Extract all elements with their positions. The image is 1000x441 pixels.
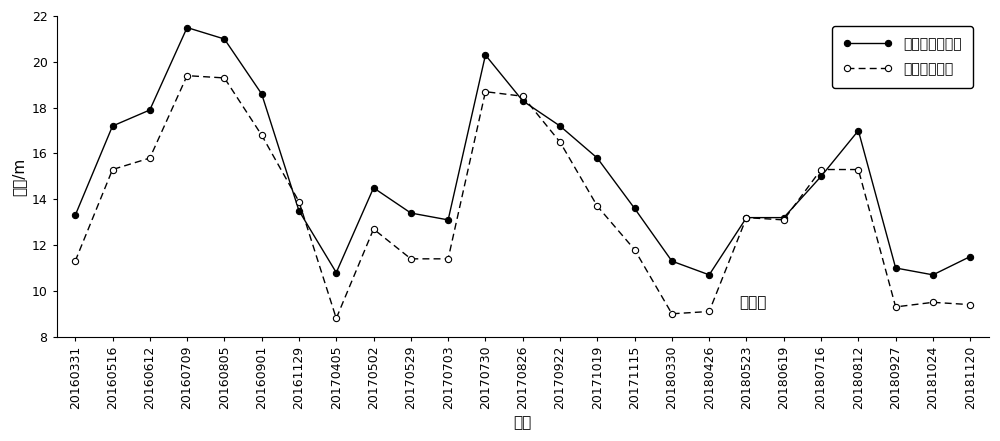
星子站实测水位 <box>144 107 156 112</box>
星子站实测水位 <box>107 123 119 129</box>
星子站实测水位 <box>927 272 939 277</box>
星子站实测水位 <box>442 217 454 223</box>
卫星观测水位 <box>293 199 305 204</box>
卫星观测水位 <box>666 311 678 317</box>
卫星观测水位 <box>330 316 342 321</box>
星子站实测水位 <box>479 52 491 58</box>
卫星观测水位 <box>890 304 902 310</box>
星子站实测水位 <box>218 36 230 41</box>
星子站实测水位 <box>517 98 529 104</box>
卫星观测水位 <box>554 139 566 145</box>
X-axis label: 日期: 日期 <box>514 415 532 430</box>
卫星观测水位 <box>405 256 417 262</box>
卫星观测水位 <box>591 203 603 209</box>
卫星观测水位 <box>256 133 268 138</box>
Line: 卫星观测水位: 卫星观测水位 <box>72 72 973 321</box>
星子站实测水位 <box>815 174 827 179</box>
Line: 星子站实测水位: 星子站实测水位 <box>72 24 973 278</box>
星子站实测水位 <box>964 254 976 259</box>
卫星观测水位 <box>815 167 827 172</box>
卫星观测水位 <box>778 217 790 223</box>
卫星观测水位 <box>964 302 976 307</box>
星子站实测水位 <box>181 25 193 30</box>
Legend: 星子站实测水位, 卫星观测水位: 星子站实测水位, 卫星观测水位 <box>832 26 973 88</box>
卫星观测水位 <box>218 75 230 81</box>
卫星观测水位 <box>107 167 119 172</box>
卫星观测水位 <box>442 256 454 262</box>
Text: 鄂阳湖: 鄂阳湖 <box>739 295 766 310</box>
卫星观测水位 <box>368 226 380 232</box>
Y-axis label: 水位/m: 水位/m <box>11 157 26 195</box>
星子站实测水位 <box>256 91 268 97</box>
卫星观测水位 <box>629 247 641 252</box>
卫星观测水位 <box>144 155 156 161</box>
星子站实测水位 <box>293 208 305 213</box>
卫星观测水位 <box>479 89 491 94</box>
卫星观测水位 <box>69 258 81 264</box>
星子站实测水位 <box>778 215 790 220</box>
卫星观测水位 <box>927 300 939 305</box>
星子站实测水位 <box>405 210 417 216</box>
星子站实测水位 <box>368 185 380 191</box>
星子站实测水位 <box>740 215 752 220</box>
卫星观测水位 <box>740 215 752 220</box>
星子站实测水位 <box>69 213 81 218</box>
星子站实测水位 <box>666 258 678 264</box>
星子站实测水位 <box>852 128 864 133</box>
卫星观测水位 <box>181 73 193 78</box>
星子站实测水位 <box>591 155 603 161</box>
卫星观测水位 <box>517 93 529 99</box>
星子站实测水位 <box>554 123 566 129</box>
星子站实测水位 <box>703 272 715 277</box>
卫星观测水位 <box>852 167 864 172</box>
星子站实测水位 <box>629 206 641 211</box>
星子站实测水位 <box>890 265 902 271</box>
卫星观测水位 <box>703 309 715 314</box>
星子站实测水位 <box>330 270 342 275</box>
